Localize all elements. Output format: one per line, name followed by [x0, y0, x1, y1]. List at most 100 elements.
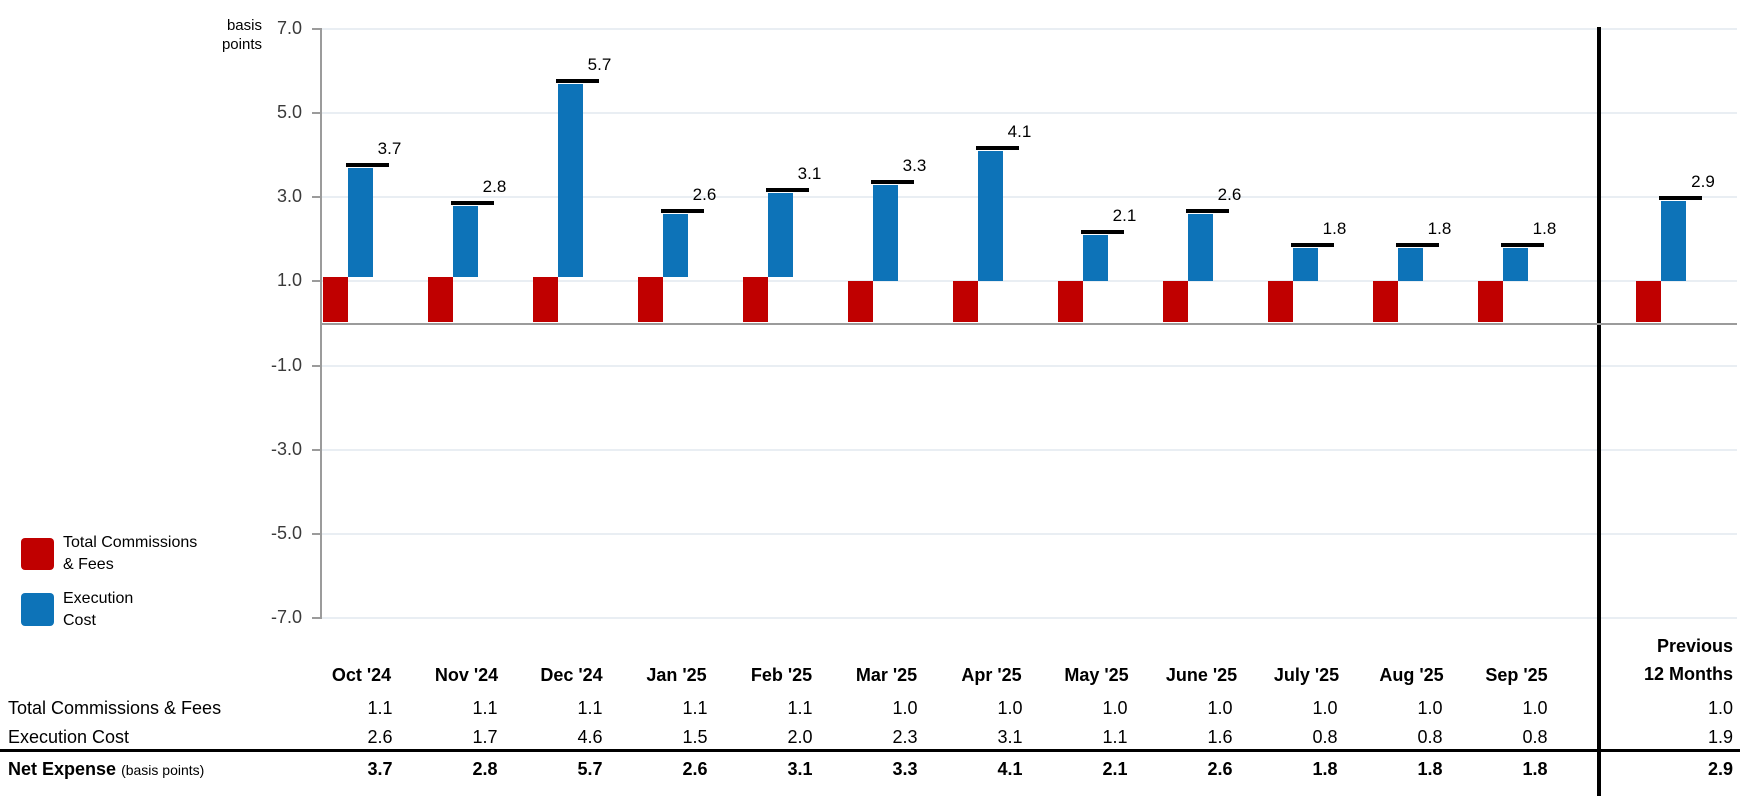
- cell-execution-cost: 1.1: [1102, 727, 1128, 747]
- y-axis-tick: [312, 448, 320, 451]
- cell-total-commissions-fees: 1.0: [1207, 698, 1233, 718]
- gridline: [320, 112, 1737, 114]
- cell-net-expense: 3.3: [892, 759, 918, 779]
- column-header-month: July '25: [1273, 665, 1340, 685]
- cell-total-commissions-fees: 1.0: [1417, 698, 1443, 718]
- bar-value-label: 5.7: [587, 54, 612, 74]
- column-header-month: Aug '25: [1379, 665, 1444, 685]
- bar-total-commissions-fees: [1636, 281, 1661, 323]
- y-axis-tick-label: -1.0: [270, 354, 302, 375]
- gridline: [320, 27, 1737, 30]
- cell-net-expense: 2.9: [1707, 759, 1733, 779]
- y-axis-tick-label: 1.0: [276, 270, 302, 291]
- y-axis-tick: [312, 364, 320, 367]
- cell-net-expense: 4.1: [997, 759, 1023, 779]
- cell-execution-cost: 1.5: [682, 727, 708, 747]
- bar-value-label: 4.1: [1007, 121, 1032, 141]
- y-axis-tick-label: 3.0: [276, 186, 302, 207]
- y-axis-tick: [312, 280, 320, 283]
- cell-net-expense: 1.8: [1312, 759, 1338, 779]
- net-expense-divider-line: [0, 749, 1740, 752]
- net-total-marker: [555, 78, 599, 83]
- net-total-marker: [660, 209, 704, 214]
- y-axis-tick: [312, 533, 320, 535]
- y-axis-tick-label: -7.0: [270, 607, 302, 628]
- column-header-month: June '25: [1165, 665, 1238, 685]
- legend-label-commissions: Total Commissions & Fees: [63, 532, 197, 576]
- net-total-marker: [1500, 242, 1544, 247]
- y-axis-tick: [312, 617, 320, 620]
- bar-value-label: 2.8: [482, 176, 507, 196]
- y-axis-tick-label: -3.0: [270, 438, 302, 459]
- legend-label-commissions-line2: & Fees: [63, 556, 114, 573]
- gridline: [320, 617, 1737, 620]
- cell-execution-cost: 1.6: [1207, 727, 1233, 747]
- bar-execution-cost: [1292, 247, 1318, 282]
- cell-net-expense: 5.7: [577, 759, 603, 779]
- net-total-marker: [765, 187, 809, 192]
- cell-execution-cost: 3.1: [997, 727, 1023, 747]
- column-header-month: Apr '25: [961, 665, 1022, 685]
- zero-baseline: [320, 322, 1737, 325]
- bar-total-commissions-fees: [532, 277, 558, 323]
- bar-execution-cost: [1187, 214, 1213, 282]
- cell-net-expense: 2.6: [1207, 759, 1233, 779]
- net-expense-label: Net Expense: [8, 759, 117, 779]
- cell-total-commissions-fees: 1.0: [1312, 698, 1338, 718]
- y-axis-tick-label: 7.0: [276, 17, 302, 38]
- bar-execution-cost: [977, 150, 1003, 282]
- cell-execution-cost: 0.8: [1522, 727, 1548, 747]
- net-total-marker: [975, 145, 1019, 150]
- legend-swatch-commissions: [21, 538, 54, 570]
- column-header-month: Jan '25: [646, 665, 707, 685]
- cell-total-commissions-fees: 1.0: [997, 698, 1023, 718]
- bar-value-label: 2.6: [1217, 185, 1242, 205]
- previous-period-separator-line: [1597, 27, 1601, 796]
- cell-net-expense: 1.8: [1417, 759, 1443, 779]
- bar-execution-cost: [662, 214, 688, 278]
- row-label-net-expense: Net Expense (basis points): [8, 758, 204, 781]
- y-axis-unit-line2: points: [221, 36, 262, 53]
- bar-execution-cost: [557, 83, 583, 278]
- gridline: [320, 196, 1737, 199]
- y-axis-tick: [312, 196, 320, 199]
- gridline: [320, 448, 1737, 451]
- column-header-month: Sep '25: [1485, 665, 1548, 685]
- bar-execution-cost: [1082, 235, 1108, 282]
- bar-total-commissions-fees: [427, 277, 453, 323]
- bar-execution-cost: [1661, 201, 1686, 282]
- net-total-marker: [1290, 242, 1334, 247]
- y-axis-tick: [312, 112, 320, 114]
- bar-total-commissions-fees: [637, 277, 663, 323]
- column-header-month: Nov '24: [434, 665, 499, 685]
- y-axis-tick-label: 5.0: [276, 102, 302, 122]
- bar-execution-cost: [452, 205, 478, 278]
- bar-execution-cost: [767, 192, 793, 278]
- cell-execution-cost: 1.9: [1707, 727, 1733, 747]
- column-header-previous-12-months: Previous 12 Months: [1593, 632, 1733, 688]
- bar-value-label: 3.7: [377, 138, 402, 158]
- cell-execution-cost: 2.0: [787, 727, 813, 747]
- net-total-marker: [1395, 242, 1439, 247]
- bar-value-label: 2.6: [692, 185, 717, 205]
- net-total-marker: [345, 162, 389, 167]
- gridline: [320, 280, 1737, 283]
- cell-execution-cost: 2.6: [367, 727, 393, 747]
- net-total-marker: [870, 179, 914, 184]
- row-label-execution-cost: Execution Cost: [8, 727, 130, 747]
- bar-value-label: 2.9: [1691, 172, 1715, 192]
- cell-total-commissions-fees: 1.0: [1102, 698, 1128, 718]
- cell-total-commissions-fees: 1.1: [472, 698, 498, 718]
- cell-execution-cost: 0.8: [1312, 727, 1338, 747]
- bar-total-commissions-fees: [1372, 281, 1398, 323]
- previous-header-line1: Previous: [1656, 636, 1733, 656]
- cell-execution-cost: 0.8: [1417, 727, 1443, 747]
- row-label-total-commissions-fees: Total Commissions & Fees: [8, 698, 222, 718]
- bar-value-label: 3.3: [902, 155, 927, 175]
- cell-total-commissions-fees: 1.1: [367, 698, 393, 718]
- net-expense-sublabel: (basis points): [121, 762, 205, 778]
- bar-value-label: 2.1: [1112, 206, 1137, 226]
- cell-execution-cost: 2.3: [892, 727, 918, 747]
- bar-total-commissions-fees: [1267, 281, 1293, 323]
